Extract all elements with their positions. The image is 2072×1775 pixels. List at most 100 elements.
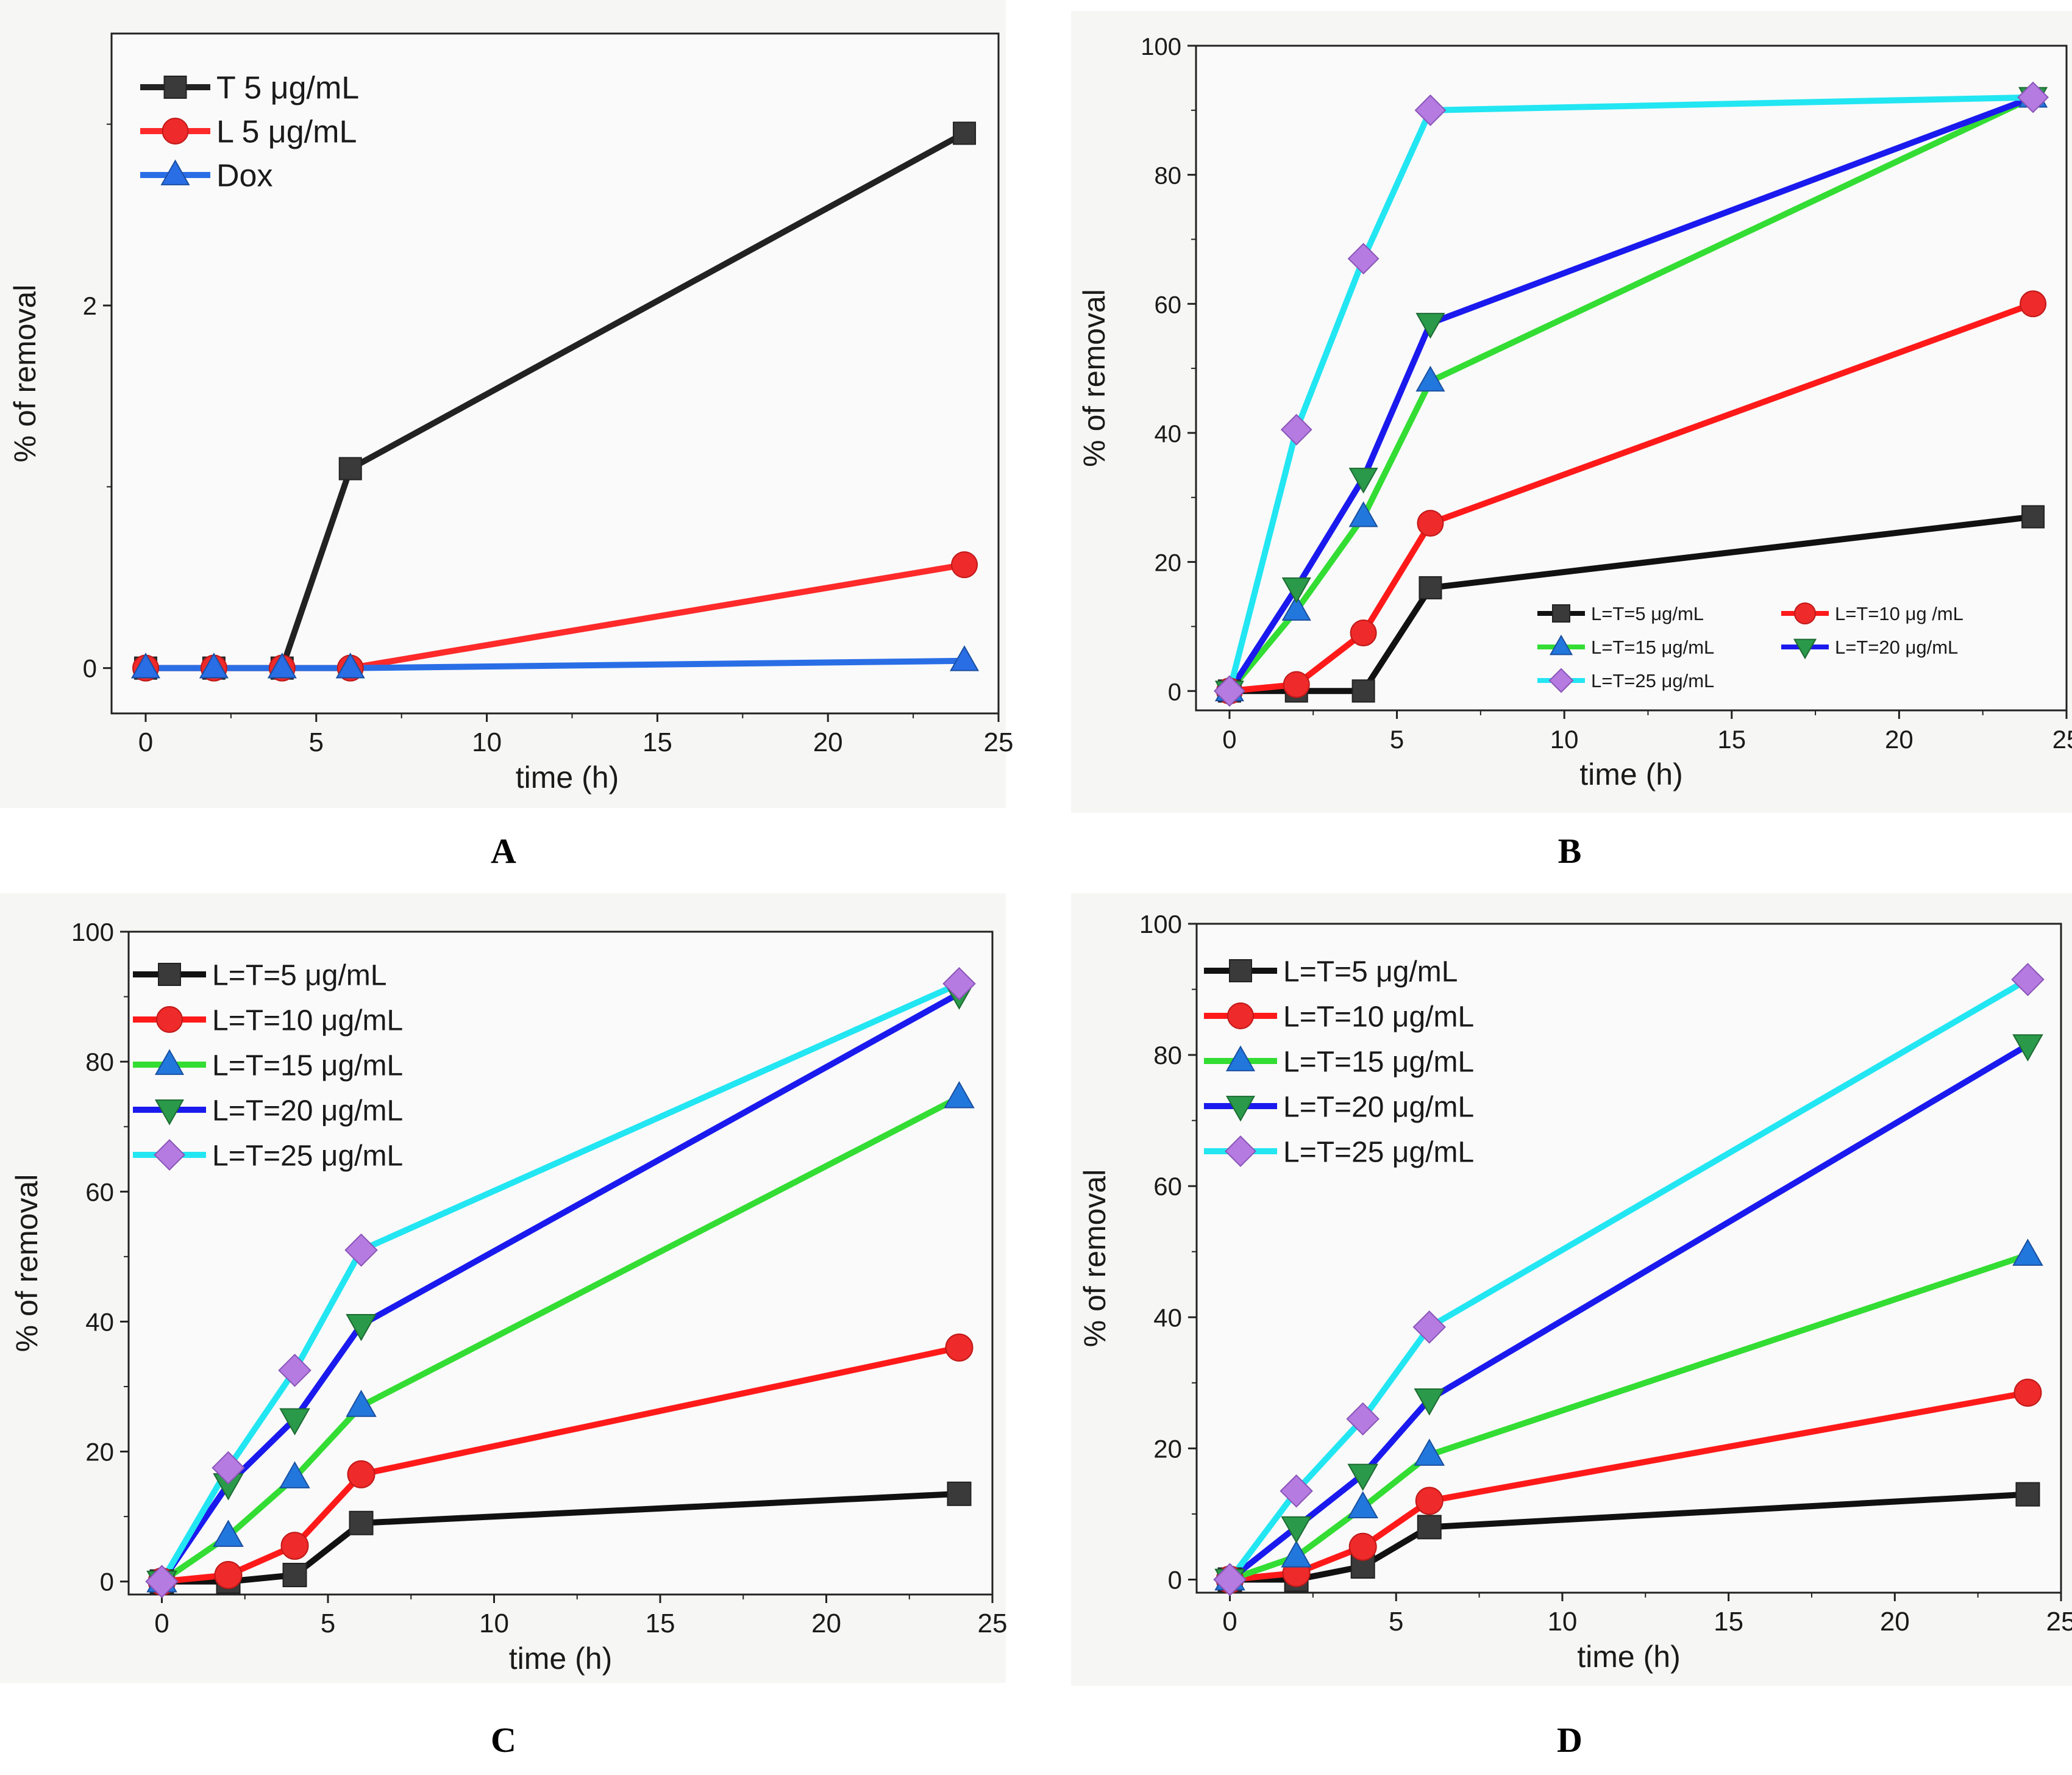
data-point-c-0 <box>282 1563 307 1588</box>
data-point-b-1 <box>1417 510 1444 537</box>
y-tick-label: 40 <box>1155 421 1182 448</box>
data-point-c-3 <box>279 1408 310 1436</box>
legend-label: L=T=20 μg/mL <box>212 1095 403 1127</box>
data-point-b-2 <box>1281 595 1311 621</box>
legend-marker <box>154 1139 185 1171</box>
x-axis-label: time (h) <box>516 760 619 795</box>
legend-label: L=T=10 μg/mL <box>212 1004 403 1037</box>
data-point-d-4 <box>1213 1563 1247 1596</box>
x-tick-label: 5 <box>1389 1607 1403 1637</box>
data-point-b-1 <box>1350 620 1377 647</box>
legend-label: Dox <box>216 159 272 194</box>
y-tick-label: 60 <box>1153 1172 1182 1201</box>
data-point-d-4 <box>1280 1474 1313 1508</box>
legend-marker <box>1225 1135 1256 1167</box>
x-tick-label: 5 <box>309 727 324 757</box>
data-point-d-0 <box>2015 1482 2040 1507</box>
x-tick-label: 15 <box>1717 725 1746 754</box>
x-axis-label: time (h) <box>509 1641 612 1676</box>
x-tick-label: 25 <box>2052 725 2072 754</box>
data-point-a-2 <box>130 652 160 679</box>
y-tick-label: 0 <box>83 654 97 683</box>
x-tick-label: 15 <box>643 727 672 757</box>
y-tick-label: 0 <box>100 1568 114 1596</box>
x-tick-label: 25 <box>2046 1607 2072 1637</box>
legend-marker <box>158 963 181 986</box>
data-point-c-1 <box>347 1460 376 1488</box>
y-tick-label: 100 <box>71 918 114 946</box>
legend-label: L=T=10 μg /mL <box>1835 603 1963 624</box>
data-point-c-1 <box>214 1561 243 1590</box>
data-point-d-2 <box>1347 1491 1378 1518</box>
data-point-d-3 <box>2012 1034 2043 1062</box>
x-tick-label: 15 <box>646 1609 675 1638</box>
plot-area-c <box>127 930 994 1596</box>
data-point-d-1 <box>1348 1532 1377 1561</box>
data-point-b-4 <box>1280 413 1312 446</box>
legend-label: L=T=15 μg/mL <box>212 1049 403 1082</box>
data-point-a-2 <box>267 652 297 679</box>
data-point-d-4 <box>1412 1310 1447 1344</box>
legend-label: T 5 μg/mL <box>216 71 359 106</box>
data-point-d-3 <box>1414 1388 1445 1416</box>
x-tick-label: 20 <box>813 727 843 757</box>
data-point-d-4 <box>1346 1402 1380 1436</box>
y-tick-label: 60 <box>1155 291 1182 318</box>
panel-label-d: D <box>1557 1720 1582 1760</box>
legend-label: L=T=25 μg/mL <box>1591 670 1714 691</box>
data-point-c-1 <box>945 1334 974 1362</box>
y-axis-label: % of removal <box>1077 289 1111 467</box>
panel-label-a: A <box>491 831 516 871</box>
data-point-d-2 <box>2012 1238 2043 1266</box>
x-tick-label: 20 <box>1885 725 1914 754</box>
data-point-b-4 <box>1347 243 1380 275</box>
chart-d: 0 5 10 15 20 25 0 20 40 60 80 100 time (h) % of remov… <box>1078 910 2072 1674</box>
data-point-b-4 <box>1214 675 1245 707</box>
y-tick-label: 100 <box>1139 910 1182 938</box>
x-tick-label: 25 <box>984 727 1014 757</box>
legend-label: L=T=15 μg/mL <box>1283 1046 1474 1078</box>
data-point-b-1 <box>1283 671 1310 698</box>
legend-label: L=T=5 μg/mL <box>212 959 386 991</box>
x-tick-label: 15 <box>1714 1607 1743 1637</box>
data-point-c-3 <box>346 1313 377 1341</box>
y-tick-label: 20 <box>1153 1434 1182 1463</box>
data-point-a-2 <box>950 645 980 671</box>
data-point-a-1 <box>951 551 978 579</box>
y-tick-label: 20 <box>1155 550 1182 577</box>
data-point-d-0 <box>1417 1515 1442 1540</box>
legend-marker <box>1552 604 1570 623</box>
x-tick-label: 0 <box>154 1609 169 1638</box>
y-tick-label: 0 <box>1168 1565 1182 1594</box>
plot-area-a <box>110 32 1000 715</box>
x-tick-label: 25 <box>978 1609 1008 1638</box>
legend-marker <box>1225 1045 1256 1071</box>
legend-label: L=T=25 μg/mL <box>1283 1136 1474 1168</box>
x-tick-label: 10 <box>1547 1607 1577 1637</box>
plot-area-d <box>1195 923 2062 1594</box>
y-axis-label: % of removal <box>1078 1170 1112 1348</box>
x-tick-label: 0 <box>138 727 153 757</box>
data-point-d-4 <box>2011 963 2045 996</box>
legend-marker <box>1227 1002 1254 1029</box>
y-tick-label: 40 <box>1153 1303 1182 1332</box>
data-point-a-0 <box>953 121 977 145</box>
y-tick-label: 80 <box>85 1048 114 1076</box>
x-axis-label: time (h) <box>1577 1640 1680 1674</box>
plot-area-b <box>1195 45 2068 712</box>
data-point-d-2 <box>1281 1540 1312 1568</box>
chart-c: 0 5 10 15 20 25 0 20 40 60 80 100 time (h) % of remov… <box>10 918 1007 1676</box>
x-tick-label: 0 <box>1222 1607 1237 1637</box>
legend-label: L=T=25 μg/mL <box>212 1140 403 1172</box>
data-point-c-0 <box>947 1481 972 1506</box>
legend-label: L=T=15 μg/mL <box>1591 637 1714 658</box>
chart-a: 0 5 10 15 20 25 0 2 time (h) % of removal T 5 μg/m… <box>8 32 1014 795</box>
y-tick-label: 40 <box>85 1307 114 1336</box>
x-tick-label: 10 <box>472 727 502 757</box>
y-tick-label: 2 <box>83 291 97 320</box>
data-point-c-1 <box>280 1532 309 1560</box>
x-tick-label: 20 <box>811 1609 841 1638</box>
legend-marker <box>1549 634 1573 655</box>
data-point-b-3 <box>1415 313 1445 339</box>
x-tick-label: 20 <box>1880 1607 1910 1637</box>
